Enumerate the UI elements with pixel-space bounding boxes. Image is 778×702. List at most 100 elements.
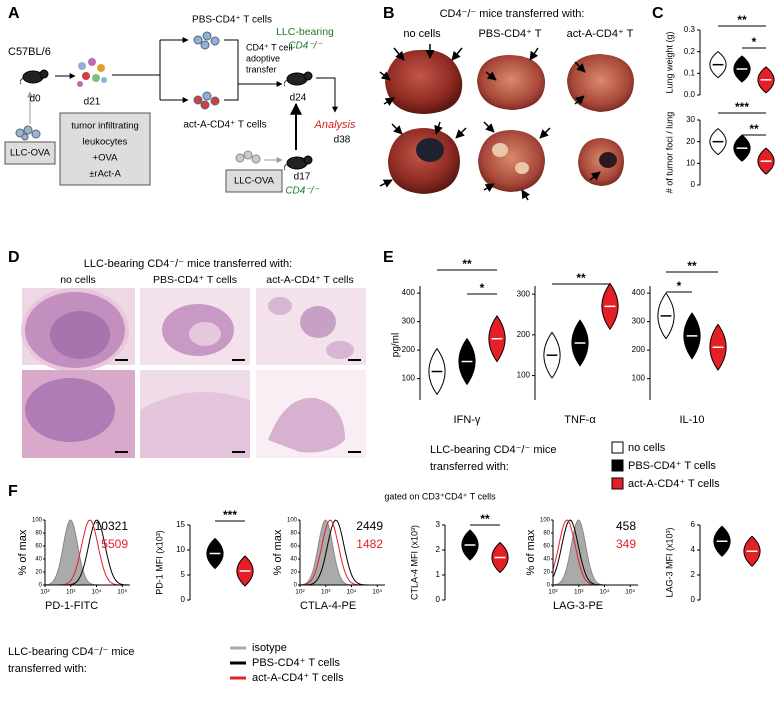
label: d38: [334, 135, 351, 146]
mfi-value: 10321: [95, 519, 129, 533]
label: CD4⁻/⁻: [288, 41, 322, 52]
label: d24: [290, 93, 307, 104]
y-tick-label: 40: [543, 557, 550, 563]
y-axis-label: PD-1 MFI (x10³): [154, 530, 164, 595]
label: transferred with:: [8, 663, 87, 675]
y-tick-label: 300: [632, 317, 646, 326]
y-tick-label: 100: [517, 371, 531, 380]
mfi-value: 458: [616, 519, 636, 533]
y-axis-label: % of max: [272, 529, 284, 575]
x-axis-label: LAG-3-PE: [553, 600, 603, 612]
x-tick-label: 10⁵: [372, 589, 382, 596]
y-tick-label: 20: [543, 570, 550, 576]
y-tick-label: 0: [39, 583, 43, 589]
y-tick-label: 80: [290, 531, 297, 537]
label: PBS-CD4⁺ T: [478, 28, 541, 40]
y-axis-label: LAG-3 MFI (x10³): [664, 527, 674, 597]
label: d0: [29, 94, 41, 105]
label: transferred with:: [430, 461, 509, 473]
label: CD4⁻/⁻ mice transferred with:: [440, 8, 585, 20]
y-tick-label: 2: [691, 570, 696, 579]
x-tick-label: 10³: [66, 589, 76, 596]
y-axis-label: CTLA-4 MFI (x10³): [409, 525, 419, 600]
mfi-value: 5509: [101, 537, 128, 551]
y-tick-label: 60: [543, 544, 550, 550]
label: leukocytes: [83, 137, 128, 148]
x-tick-label: 10⁴: [346, 589, 356, 596]
x-tick-label: 10⁴: [599, 589, 609, 596]
y-tick-label: 300: [517, 289, 531, 298]
significance: **: [480, 512, 490, 526]
y-axis-label: % of max: [525, 529, 537, 575]
y-tick-label: 400: [632, 288, 646, 297]
label: act-A-CD4⁺ T: [567, 28, 634, 40]
panel-letter: D: [8, 249, 20, 266]
y-tick-label: 0: [691, 180, 696, 189]
significance: **: [576, 271, 586, 285]
label: Analysis: [314, 119, 356, 131]
label: PBS-CD4⁺ T cells: [153, 274, 237, 286]
legend-swatch: [611, 477, 624, 490]
label: gated on CD3⁺CD4⁺ T cells: [384, 491, 496, 501]
mfi-value: 2449: [356, 519, 383, 533]
y-tick-label: 1: [436, 570, 441, 579]
y-tick-label: 20: [686, 137, 695, 146]
y-tick-label: 0.1: [684, 68, 696, 77]
y-tick-label: 6: [691, 520, 696, 529]
label: no cells: [60, 274, 96, 286]
y-tick-label: 20: [290, 570, 297, 576]
label: LLC-bearing CD4⁻/⁻ mice: [8, 646, 135, 658]
label: LLC-bearing CD4⁻/⁻ mice transferred with…: [84, 258, 292, 270]
x-axis-label: PD-1-FITC: [45, 600, 98, 612]
label: LLC-OVA: [10, 148, 51, 159]
y-tick-label: 80: [35, 531, 42, 537]
legend-label: act-A-CD4⁺ T cells: [252, 672, 344, 684]
y-tick-label: 10: [686, 158, 695, 167]
significance: **: [687, 259, 697, 273]
y-tick-label: 0.3: [684, 25, 696, 34]
y-axis-label: Lung weight (g): [664, 31, 674, 93]
label: CD4⁻/⁻: [285, 186, 319, 197]
x-tick-label: 10⁵: [625, 589, 635, 596]
y-tick-label: 200: [517, 330, 531, 339]
label: d21: [84, 97, 101, 108]
y-tick-label: 5: [181, 570, 186, 579]
x-axis-label: IL-10: [679, 414, 704, 426]
x-axis-label: CTLA-4-PE: [300, 600, 356, 612]
y-tick-label: 100: [402, 374, 416, 383]
significance: **: [462, 257, 472, 271]
y-tick-label: 0.2: [684, 47, 696, 56]
legend-label: PBS-CD4⁺ T cells: [628, 460, 716, 472]
y-tick-label: 100: [32, 518, 43, 524]
mfi-value: 349: [616, 537, 636, 551]
label: LLC-bearing: [276, 26, 334, 38]
label: adoptive: [246, 53, 280, 63]
x-tick-label: 10²: [295, 589, 305, 596]
y-tick-label: 0: [436, 595, 441, 604]
significance: **: [737, 13, 747, 27]
legend-label: PBS-CD4⁺ T cells: [252, 657, 340, 669]
label: act-A-CD4⁺ T cells: [183, 120, 266, 131]
x-tick-label: 10³: [574, 589, 584, 596]
y-tick-label: 400: [402, 288, 416, 297]
y-tick-label: 60: [290, 544, 297, 550]
y-axis-label: % of max: [17, 529, 29, 575]
y-tick-label: 200: [402, 345, 416, 354]
label: transfer: [246, 64, 277, 74]
y-tick-label: 0: [294, 583, 298, 589]
panel-a-schema: [4, 31, 338, 193]
significance: *: [677, 279, 682, 293]
legend-swatch: [611, 441, 624, 454]
label: ±rAct-A: [89, 169, 121, 180]
x-tick-label: 10⁴: [91, 589, 101, 596]
label: PBS-CD4⁺ T cells: [192, 15, 272, 26]
panel-letter: C: [652, 5, 664, 22]
y-tick-label: 0.0: [684, 90, 696, 99]
panel-letter: A: [8, 5, 20, 22]
x-tick-label: 10²: [40, 589, 50, 596]
significance: ***: [223, 508, 237, 522]
x-axis-label: TNF-α: [564, 414, 596, 426]
label: C57BL/6: [8, 46, 51, 58]
panel-letter: F: [8, 483, 18, 500]
